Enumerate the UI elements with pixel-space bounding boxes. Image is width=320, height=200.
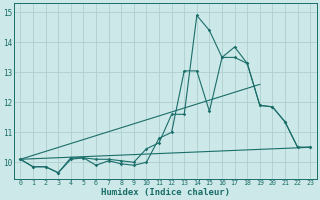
X-axis label: Humidex (Indice chaleur): Humidex (Indice chaleur) (101, 188, 230, 197)
